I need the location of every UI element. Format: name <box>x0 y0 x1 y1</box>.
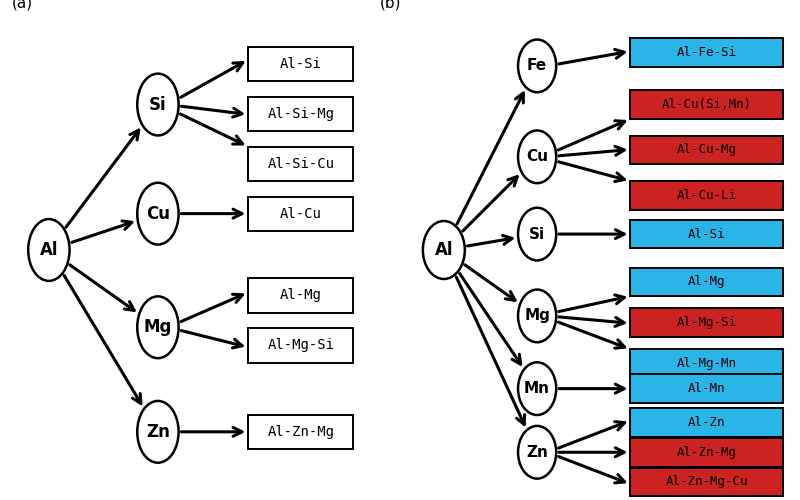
Text: Al-Cu-Mg: Al-Cu-Mg <box>677 144 737 156</box>
Text: Al-Zn-Mg-Cu: Al-Zn-Mg-Cu <box>666 476 748 488</box>
Ellipse shape <box>518 130 556 183</box>
FancyBboxPatch shape <box>630 438 783 466</box>
FancyBboxPatch shape <box>630 350 783 378</box>
Ellipse shape <box>423 221 465 279</box>
FancyBboxPatch shape <box>630 268 783 296</box>
FancyBboxPatch shape <box>630 38 783 66</box>
FancyBboxPatch shape <box>630 408 783 437</box>
Text: Mg: Mg <box>144 318 172 336</box>
Text: Al: Al <box>40 241 58 259</box>
FancyBboxPatch shape <box>630 220 783 248</box>
Text: Al-Mg-Mn: Al-Mg-Mn <box>677 357 737 370</box>
Ellipse shape <box>518 208 556 260</box>
Text: Fe: Fe <box>527 58 547 74</box>
FancyBboxPatch shape <box>630 181 783 210</box>
Text: Si: Si <box>149 96 166 114</box>
Text: (a): (a) <box>11 0 33 10</box>
FancyBboxPatch shape <box>248 96 354 130</box>
FancyBboxPatch shape <box>630 468 783 496</box>
Text: Al-Mg-Si: Al-Mg-Si <box>677 316 737 329</box>
Ellipse shape <box>138 74 178 136</box>
Text: Al-Mg-Si: Al-Mg-Si <box>267 338 334 352</box>
Text: Al-Mg: Al-Mg <box>280 288 322 302</box>
Text: Al-Cu-Li: Al-Cu-Li <box>677 189 737 202</box>
Ellipse shape <box>518 426 556 478</box>
FancyBboxPatch shape <box>630 374 783 403</box>
Ellipse shape <box>518 362 556 415</box>
Text: (b): (b) <box>380 0 402 10</box>
Ellipse shape <box>138 296 178 358</box>
Text: Al-Cu(Si,Mn): Al-Cu(Si,Mn) <box>662 98 752 111</box>
Text: Al-Mg: Al-Mg <box>688 276 726 288</box>
Ellipse shape <box>518 290 556 343</box>
Text: Cu: Cu <box>146 204 170 222</box>
Text: Al-Zn-Mg: Al-Zn-Mg <box>677 446 737 459</box>
FancyBboxPatch shape <box>248 415 354 449</box>
FancyBboxPatch shape <box>248 328 354 362</box>
Text: Al-Zn: Al-Zn <box>688 416 726 429</box>
Text: Zn: Zn <box>526 445 548 460</box>
Text: Al-Si: Al-Si <box>688 228 726 240</box>
Text: Al-Mn: Al-Mn <box>688 382 726 395</box>
Ellipse shape <box>28 219 70 281</box>
FancyBboxPatch shape <box>630 90 783 119</box>
Text: Al: Al <box>434 241 453 259</box>
Text: Al-Si-Cu: Al-Si-Cu <box>267 156 334 170</box>
FancyBboxPatch shape <box>248 196 354 230</box>
FancyBboxPatch shape <box>248 278 354 312</box>
Text: Al-Si: Al-Si <box>280 56 322 70</box>
Text: Mn: Mn <box>524 381 550 396</box>
Text: Al-Cu: Al-Cu <box>280 206 322 220</box>
Text: Cu: Cu <box>526 150 548 164</box>
Text: Al-Zn-Mg: Al-Zn-Mg <box>267 425 334 439</box>
FancyBboxPatch shape <box>248 46 354 80</box>
Text: Al-Fe-Si: Al-Fe-Si <box>677 46 737 59</box>
Text: Al-Si-Mg: Al-Si-Mg <box>267 106 334 120</box>
Text: Si: Si <box>529 226 545 242</box>
Ellipse shape <box>138 182 178 244</box>
FancyBboxPatch shape <box>630 136 783 164</box>
FancyBboxPatch shape <box>630 308 783 337</box>
Text: Mg: Mg <box>524 308 550 324</box>
Ellipse shape <box>518 40 556 92</box>
FancyBboxPatch shape <box>248 146 354 180</box>
Text: Zn: Zn <box>146 423 170 441</box>
Ellipse shape <box>138 401 178 462</box>
